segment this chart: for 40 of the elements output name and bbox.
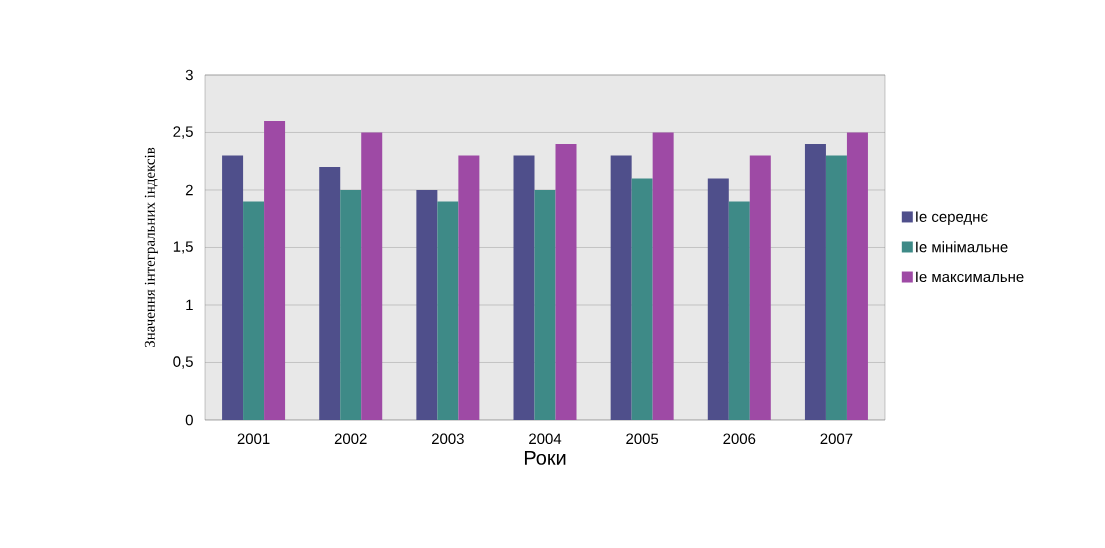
bar [416, 189, 438, 420]
legend-label: Ie мінімальне [916, 241, 1008, 253]
bar [222, 155, 244, 420]
bar [458, 155, 480, 420]
bar [610, 155, 632, 420]
bar [534, 189, 556, 420]
bar [631, 178, 653, 420]
bar [513, 155, 535, 420]
y-tick-label: 0,5 [173, 356, 193, 369]
y-tick-label: 2 [185, 184, 193, 196]
x-axis-title: Роки [524, 450, 566, 465]
bar [555, 143, 577, 420]
bar [728, 201, 750, 420]
bar [264, 120, 286, 420]
bar [749, 155, 771, 420]
bar [825, 155, 847, 420]
x-tick-label: 2003 [432, 433, 464, 445]
bar [319, 166, 341, 420]
x-tick-label: 2007 [820, 433, 853, 445]
bar [361, 132, 383, 420]
bar [707, 178, 729, 420]
y-axis-title: Значення інтегральних індексів [144, 147, 158, 348]
legend-label: Ie максимальне [916, 271, 1024, 283]
x-tick-label: 2005 [626, 433, 659, 445]
bar [340, 189, 362, 420]
bar [243, 201, 265, 420]
x-tick-label: 2002 [334, 433, 367, 445]
legend-label: Ie середнє [916, 211, 988, 225]
bar [804, 143, 826, 420]
bar [846, 132, 868, 420]
y-tick-label: 1,5 [173, 241, 193, 254]
bar [437, 201, 459, 420]
y-tick-label: 2,5 [173, 126, 193, 139]
bar [652, 132, 674, 420]
y-tick-label: 0 [185, 414, 193, 426]
y-tick-label: 3 [185, 69, 193, 81]
y-tick-label: 1 [186, 299, 193, 311]
x-tick-label: 2004 [529, 433, 562, 445]
x-tick-label: 2001 [237, 433, 270, 445]
x-tick-label: 2006 [723, 433, 756, 445]
